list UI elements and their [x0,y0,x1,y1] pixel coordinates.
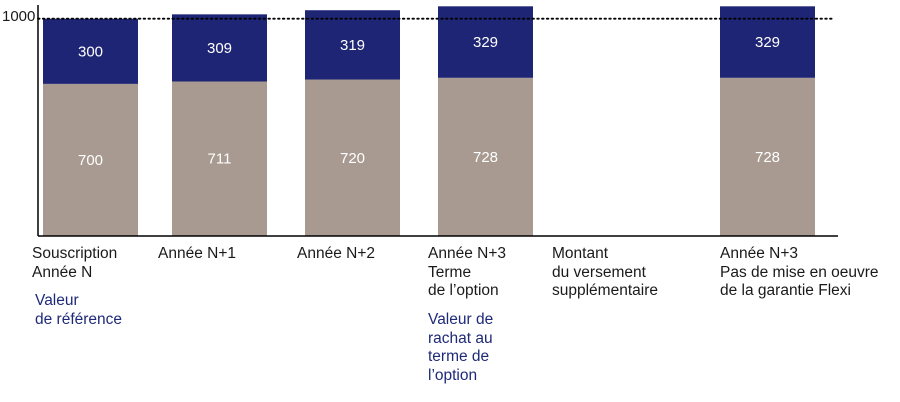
category-label-4: Montant du versement supplémentaire [552,245,658,299]
data-label-base-2: 720 [340,150,365,167]
reference-line-label: 1000 [2,8,35,25]
category-label-2: Année N+2 [297,245,375,262]
category-label-5: Année N+3 Pas de mise en oeuvre de la ga… [720,245,879,299]
bar-segment-base-5 [720,77,815,237]
data-label-top-3: 329 [473,34,498,51]
data-label-top-2: 319 [340,37,365,54]
data-label-base-5: 728 [755,149,780,166]
bar-segment-top-2 [305,10,400,80]
bar-segment-base-2 [305,79,400,236]
category-note-3: Valeur de rachat au terme de l’option [428,311,494,384]
bars-layer: 700 300 711 309 720 319 728 329 728 329 [43,6,815,237]
bar-segment-base-1 [172,81,267,236]
data-label-top-1: 309 [207,40,232,57]
data-label-top-0: 300 [78,43,103,60]
data-label-base-0: 700 [78,152,103,169]
bar-segment-base-3 [438,77,533,237]
category-note-0: Valeur de référence [35,292,123,328]
data-label-base-1: 711 [208,151,232,168]
bar-segment-top-1 [172,14,267,82]
bar-segment-top-0 [43,18,138,84]
category-label-0: Souscription Année N [32,245,118,281]
category-label-1: Année N+1 [158,245,236,262]
category-label-3: Année N+3 Terme de l’option [428,245,506,299]
data-label-top-5: 329 [755,34,780,51]
bar-segment-base-0 [43,83,138,236]
data-label-base-3: 728 [473,149,498,166]
